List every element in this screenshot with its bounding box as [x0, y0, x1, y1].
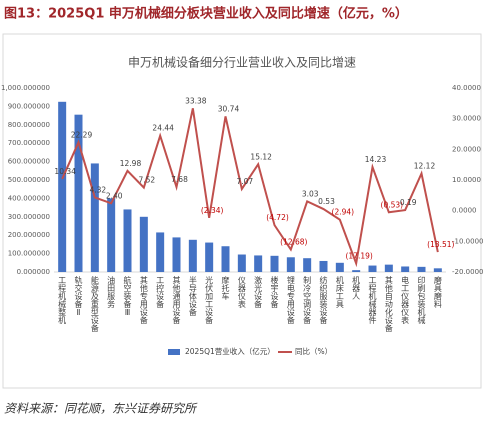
- bar: [90, 163, 99, 272]
- y-tick-label: 0.000000: [17, 268, 50, 276]
- bar: [58, 101, 67, 272]
- bar: [319, 260, 328, 272]
- y2-tick-label: -10.0000: [452, 237, 483, 245]
- bar: [237, 254, 246, 272]
- x-tick-label: 楼宇设备: [270, 275, 279, 309]
- value-label: 12.98: [120, 159, 142, 168]
- x-tick-label: 摩托车: [221, 275, 230, 301]
- x-tick-label: 工程机械器件: [368, 276, 377, 325]
- x-tick-label: 能源及重型设备: [90, 275, 99, 333]
- bar: [156, 232, 165, 272]
- value-label: (13.51): [427, 240, 454, 249]
- bar: [368, 265, 377, 272]
- value-label: 14.23: [365, 155, 387, 164]
- x-tick-label: 机床工具: [335, 275, 344, 309]
- x-tick-label: 其他通用设备: [172, 276, 181, 325]
- x-tick-label: 半导体设备: [188, 275, 197, 317]
- value-label: 0.53: [318, 197, 335, 206]
- y-tick-label: 900.000000: [8, 102, 50, 110]
- bar: [188, 239, 197, 272]
- value-label: 15.12: [250, 152, 272, 161]
- y-tick-label: 400.000000: [8, 194, 50, 202]
- y2-tick-label: 30.0000: [452, 115, 481, 123]
- bar: [139, 216, 148, 272]
- bar: [123, 209, 132, 272]
- value-label: 33.38: [185, 96, 207, 105]
- value-label: 7.07: [236, 177, 253, 186]
- y-tick-label: 500.000000: [8, 176, 50, 184]
- x-tick-label: 工程机械整机: [58, 276, 67, 325]
- line: [61, 108, 439, 268]
- x-tick-label: 激光设备: [254, 275, 263, 309]
- bar: [417, 266, 426, 272]
- value-label: 4.32: [89, 185, 106, 194]
- value-label: (0.53): [381, 200, 404, 209]
- x-tick-label: 光伏加工设备: [205, 275, 214, 325]
- bar: [74, 114, 83, 273]
- bar: [172, 237, 181, 272]
- y2-tick-label: 0.0000: [452, 207, 477, 215]
- value-label: (12.68): [280, 238, 307, 247]
- x-tick-label: 锂电专用设备: [286, 275, 295, 325]
- value-label: 3.03: [302, 189, 319, 198]
- value-label: 7.68: [171, 175, 188, 184]
- x-tick-label: 航空装备Ⅲ: [123, 275, 132, 317]
- value-label: (2.94): [332, 208, 355, 217]
- y-tick-label: 800.000000: [8, 121, 50, 129]
- x-tick-label: 仪器仪表: [237, 276, 246, 309]
- x-tick-label: 纺织服装设备: [319, 275, 328, 325]
- y-tick-label: 300.000000: [8, 213, 50, 221]
- legend-label: 2025Q1营业收入（亿元）: [185, 346, 275, 356]
- bar: [335, 262, 344, 272]
- x-tick-label: 油田服务: [107, 275, 116, 309]
- bar: [107, 198, 116, 272]
- bar: [352, 270, 361, 272]
- legend-label: 同比（%）: [295, 346, 332, 356]
- value-label: 7.52: [138, 176, 155, 185]
- chart-frame: [2, 33, 482, 389]
- y-tick-label: 1,000.000000: [1, 84, 50, 92]
- y2-tick-label: -20.0000: [452, 268, 483, 276]
- value-label: (2.34): [201, 206, 224, 215]
- value-label: 30.74: [218, 104, 240, 113]
- bar: [286, 257, 295, 272]
- x-tick-label: 轨交设备Ⅱ: [74, 275, 83, 317]
- x-tick-label: 机器人: [352, 275, 361, 300]
- y2-tick-label: 40.0000: [452, 84, 481, 92]
- chart-title: 申万机械设备细分行业营业收入及同比增速: [128, 55, 356, 70]
- value-label: (4.72): [266, 213, 289, 222]
- x-tick-label: 电工仪器仪表: [401, 275, 410, 325]
- bar: [401, 266, 410, 272]
- y-tick-label: 700.000000: [8, 139, 50, 147]
- x-tick-label: 印刷包装机械: [417, 276, 426, 325]
- bar: [221, 246, 230, 272]
- y-tick-label: 600.000000: [8, 158, 50, 166]
- value-label: (17.19): [346, 251, 373, 260]
- y-tick-label: 200.000000: [8, 231, 50, 239]
- legend-swatch: [168, 349, 180, 355]
- x-tick-label: 制冷空调设备: [303, 275, 312, 325]
- value-label: 2.40: [106, 191, 123, 200]
- value-label: 0.19: [400, 198, 417, 207]
- bar: [384, 264, 393, 272]
- x-tick-label: 其他自动化设备: [384, 276, 393, 333]
- source: 资料来源：同花顺，东兴证券研究所: [4, 402, 198, 416]
- value-label: 24.44: [152, 124, 174, 133]
- x-tick-label: 其他专用设备: [139, 276, 148, 325]
- x-tick-label: 工控设备: [156, 276, 165, 309]
- header: 图13：2025Q1 申万机械细分板块营业收入及同比增速（亿元，%）: [4, 6, 408, 22]
- bar: [433, 268, 442, 272]
- bar: [254, 255, 263, 272]
- y2-tick-label: 10.0000: [452, 176, 481, 184]
- value-label: 10.34: [54, 167, 76, 176]
- bar: [205, 242, 214, 272]
- y2-tick-label: 20.0000: [452, 145, 481, 153]
- value-label: 12.12: [414, 161, 436, 170]
- bar: [270, 255, 279, 272]
- x-tick-label: 磨具磨料: [433, 275, 442, 309]
- bar: [303, 258, 312, 272]
- value-label: 22.29: [71, 130, 93, 139]
- y-tick-label: 100.000000: [8, 250, 50, 258]
